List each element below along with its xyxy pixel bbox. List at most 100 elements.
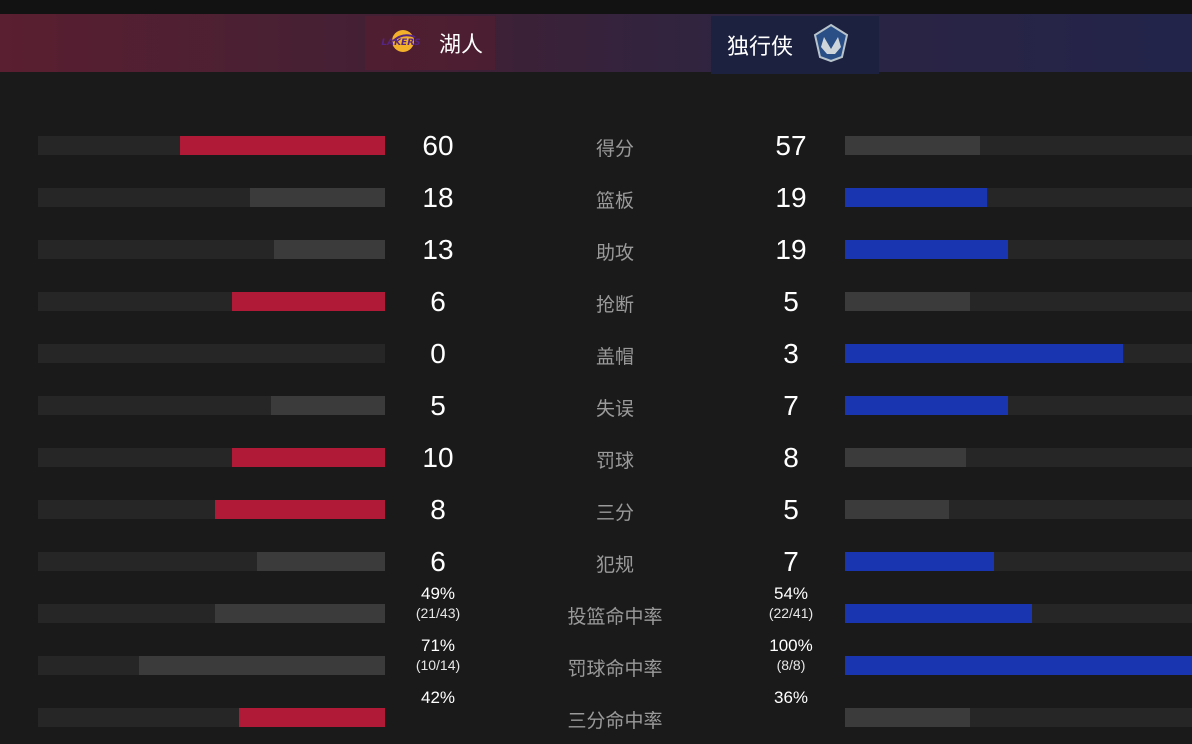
- away-stat-bar-track: [845, 240, 1192, 259]
- away-stat-bar-fill: [845, 656, 1192, 675]
- stat-label: 失误: [595, 399, 634, 420]
- home-stat-bar-track: [38, 708, 385, 727]
- stat-label: 三分: [595, 503, 634, 524]
- away-stat-value: 19: [775, 234, 807, 265]
- away-stat-bar-fill: [845, 240, 1009, 259]
- away-stat-bar-fill: [845, 604, 1033, 623]
- stat-label: 三分命中率: [567, 711, 663, 732]
- home-stat-bar-fill: [232, 292, 385, 311]
- away-stat-bar-track: [845, 396, 1192, 415]
- away-stat-bar-track: [845, 500, 1192, 519]
- home-stat-percent-value: 42%: [420, 688, 456, 707]
- stat-row: 罚球命中率 71% (10/14) 100% (8/8): [0, 636, 1192, 692]
- home-stat-value: 18: [422, 182, 454, 213]
- away-stat-bar-fill: [845, 136, 981, 155]
- home-stat-bar-fill: [214, 604, 385, 623]
- away-stat-value: 8: [783, 442, 799, 473]
- home-stat-bar-track: [38, 344, 385, 363]
- away-stat-percent-value: 100%: [769, 636, 813, 655]
- away-stat-value: 7: [783, 546, 799, 577]
- away-stat-bar-fill: [845, 344, 1123, 363]
- stat-row: 投篮命中率 49% (21/43) 54% (22/41): [0, 584, 1192, 640]
- home-stat-bar-fill: [232, 448, 385, 467]
- home-stat-bar-fill: [270, 396, 385, 415]
- away-stat-bar-fill: [845, 292, 970, 311]
- stat-label: 投篮命中率: [567, 607, 663, 628]
- home-stat-value: 13: [422, 234, 454, 265]
- lakers-logo-icon: LAKERS: [381, 28, 421, 59]
- home-stat-percentage: 49% (21/43): [378, 584, 498, 622]
- stats-comparison: 得分 60 57 篮板 18 19 助攻 13 19 抢断 6 5 盖帽 0 3 失误 5 7 罚球 10 8 三分 8 5 犯…: [0, 120, 1192, 732]
- stat-row: 得分 60 57: [0, 120, 1192, 172]
- home-stat-bar-track: [38, 292, 385, 311]
- stat-row: 犯规 6 7: [0, 536, 1192, 588]
- away-stat-value: 7: [783, 390, 799, 421]
- home-stat-percent-value: 71%: [420, 636, 456, 655]
- away-team-name: 独行侠: [727, 34, 794, 59]
- top-strip: [0, 0, 1192, 14]
- home-stat-bar-fill: [239, 708, 385, 727]
- home-stat-percentage: 71% (10/14): [378, 636, 498, 674]
- stat-label: 助攻: [595, 243, 634, 264]
- home-stat-bar-track: [38, 448, 385, 467]
- stat-label: 抢断: [595, 295, 634, 316]
- stat-row: 三分 8 5: [0, 484, 1192, 536]
- away-stat-fraction: (8/8): [776, 657, 806, 673]
- away-stat-bar-track: [845, 136, 1192, 155]
- home-stat-bar-track: [38, 552, 385, 571]
- stat-row: 盖帽 0 3: [0, 328, 1192, 380]
- away-stat-percent-value: 36%: [773, 688, 809, 707]
- lakers-logo-text: LAKERS: [381, 38, 420, 48]
- stat-row: 助攻 13 19: [0, 224, 1192, 276]
- home-stat-value: 5: [430, 390, 446, 421]
- away-stat-bar-track: [845, 188, 1192, 207]
- home-stat-bar-fill: [180, 136, 385, 155]
- home-stat-percentage: 42%: [378, 688, 498, 708]
- away-stat-bar-track: [845, 344, 1192, 363]
- away-stat-value: 19: [775, 182, 807, 213]
- home-stat-value: 6: [430, 286, 446, 317]
- stat-row: 失误 5 7: [0, 380, 1192, 432]
- stat-label: 盖帽: [595, 347, 634, 368]
- away-stat-bar-track: [845, 292, 1192, 311]
- away-stat-bar-track: [845, 656, 1192, 675]
- away-stat-percent-value: 54%: [773, 584, 809, 603]
- mavericks-logo-icon: [811, 23, 851, 68]
- home-stat-percent-value: 49%: [420, 584, 456, 603]
- away-stat-bar-fill: [845, 552, 995, 571]
- away-stat-value: 57: [775, 130, 807, 161]
- home-team-chip[interactable]: LAKERS 湖人: [365, 16, 495, 70]
- team-header: LAKERS 湖人 独行侠: [0, 14, 1192, 74]
- away-stat-value: 5: [783, 286, 799, 317]
- away-stat-percentage: 100% (8/8): [731, 636, 851, 674]
- away-stat-fraction: (22/41): [768, 605, 814, 621]
- away-stat-bar-track: [845, 448, 1192, 467]
- home-stat-bar-fill: [214, 500, 385, 519]
- away-stat-bar-fill: [845, 396, 1009, 415]
- stat-label: 篮板: [595, 191, 634, 212]
- home-stat-bar-track: [38, 396, 385, 415]
- stat-label: 犯规: [595, 555, 634, 576]
- home-stat-bar-track: [38, 604, 385, 623]
- home-stat-bar-track: [38, 240, 385, 259]
- home-stat-fraction: (21/43): [415, 605, 461, 621]
- home-stat-bar-track: [38, 136, 385, 155]
- away-stat-bar-fill: [845, 188, 988, 207]
- home-stat-bar-track: [38, 656, 385, 675]
- home-stat-fraction: (10/14): [415, 657, 461, 673]
- home-stat-bar-track: [38, 188, 385, 207]
- home-stat-bar-fill: [256, 552, 385, 571]
- home-stat-value: 0: [430, 338, 446, 369]
- away-team-chip[interactable]: 独行侠: [711, 16, 879, 74]
- away-stat-bar-fill: [845, 500, 950, 519]
- away-stat-bar-track: [845, 604, 1192, 623]
- stat-label: 得分: [595, 139, 634, 160]
- away-stat-percentage: 54% (22/41): [731, 584, 851, 622]
- stat-label: 罚球: [595, 451, 634, 472]
- away-stat-bar-track: [845, 708, 1192, 727]
- away-stat-bar-fill: [845, 448, 967, 467]
- home-stat-bar-track: [38, 500, 385, 519]
- away-stat-percentage: 36%: [731, 688, 851, 708]
- home-stat-value: 8: [430, 494, 446, 525]
- away-stat-bar-fill: [845, 708, 970, 727]
